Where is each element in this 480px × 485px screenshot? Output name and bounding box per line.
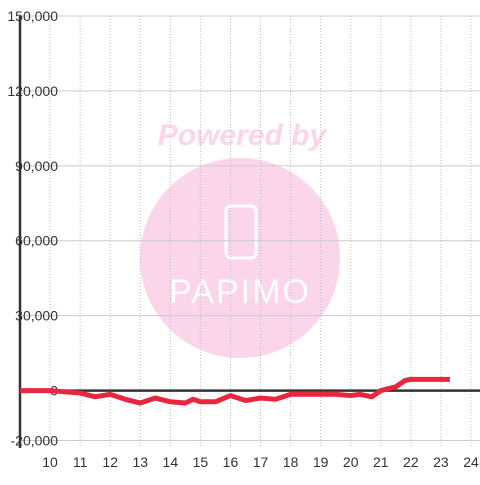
watermark-logo: PAPIMO: [169, 273, 311, 311]
y-tick-label: 90,000: [15, 158, 58, 174]
y-tick-label: 150,000: [7, 8, 58, 24]
y-tick-label: 30,000: [15, 308, 58, 324]
watermark-phone: [224, 204, 258, 260]
y-tick-label: -20,000: [11, 433, 59, 449]
y-tick-label: 120,000: [7, 83, 58, 99]
x-tick-label: 15: [193, 454, 209, 470]
x-tick-label: 21: [373, 454, 389, 470]
x-tick-label: 14: [163, 454, 179, 470]
watermark-title: Powered by: [158, 119, 328, 152]
y-tick-label: 60,000: [15, 233, 58, 249]
x-tick-label: 19: [313, 454, 329, 470]
x-tick-label: 23: [433, 454, 449, 470]
x-tick-label: 22: [403, 454, 419, 470]
x-tick-label: 24: [463, 454, 479, 470]
x-tick-label: 16: [223, 454, 239, 470]
x-tick-label: 10: [42, 454, 58, 470]
data-line: [20, 376, 450, 406]
x-tick-label: 20: [343, 454, 359, 470]
x-tick-label: 12: [102, 454, 118, 470]
x-tick-label: 17: [253, 454, 269, 470]
x-tick-label: 18: [283, 454, 299, 470]
x-tick-label: 11: [73, 454, 88, 470]
x-tick-label: 13: [132, 454, 148, 470]
